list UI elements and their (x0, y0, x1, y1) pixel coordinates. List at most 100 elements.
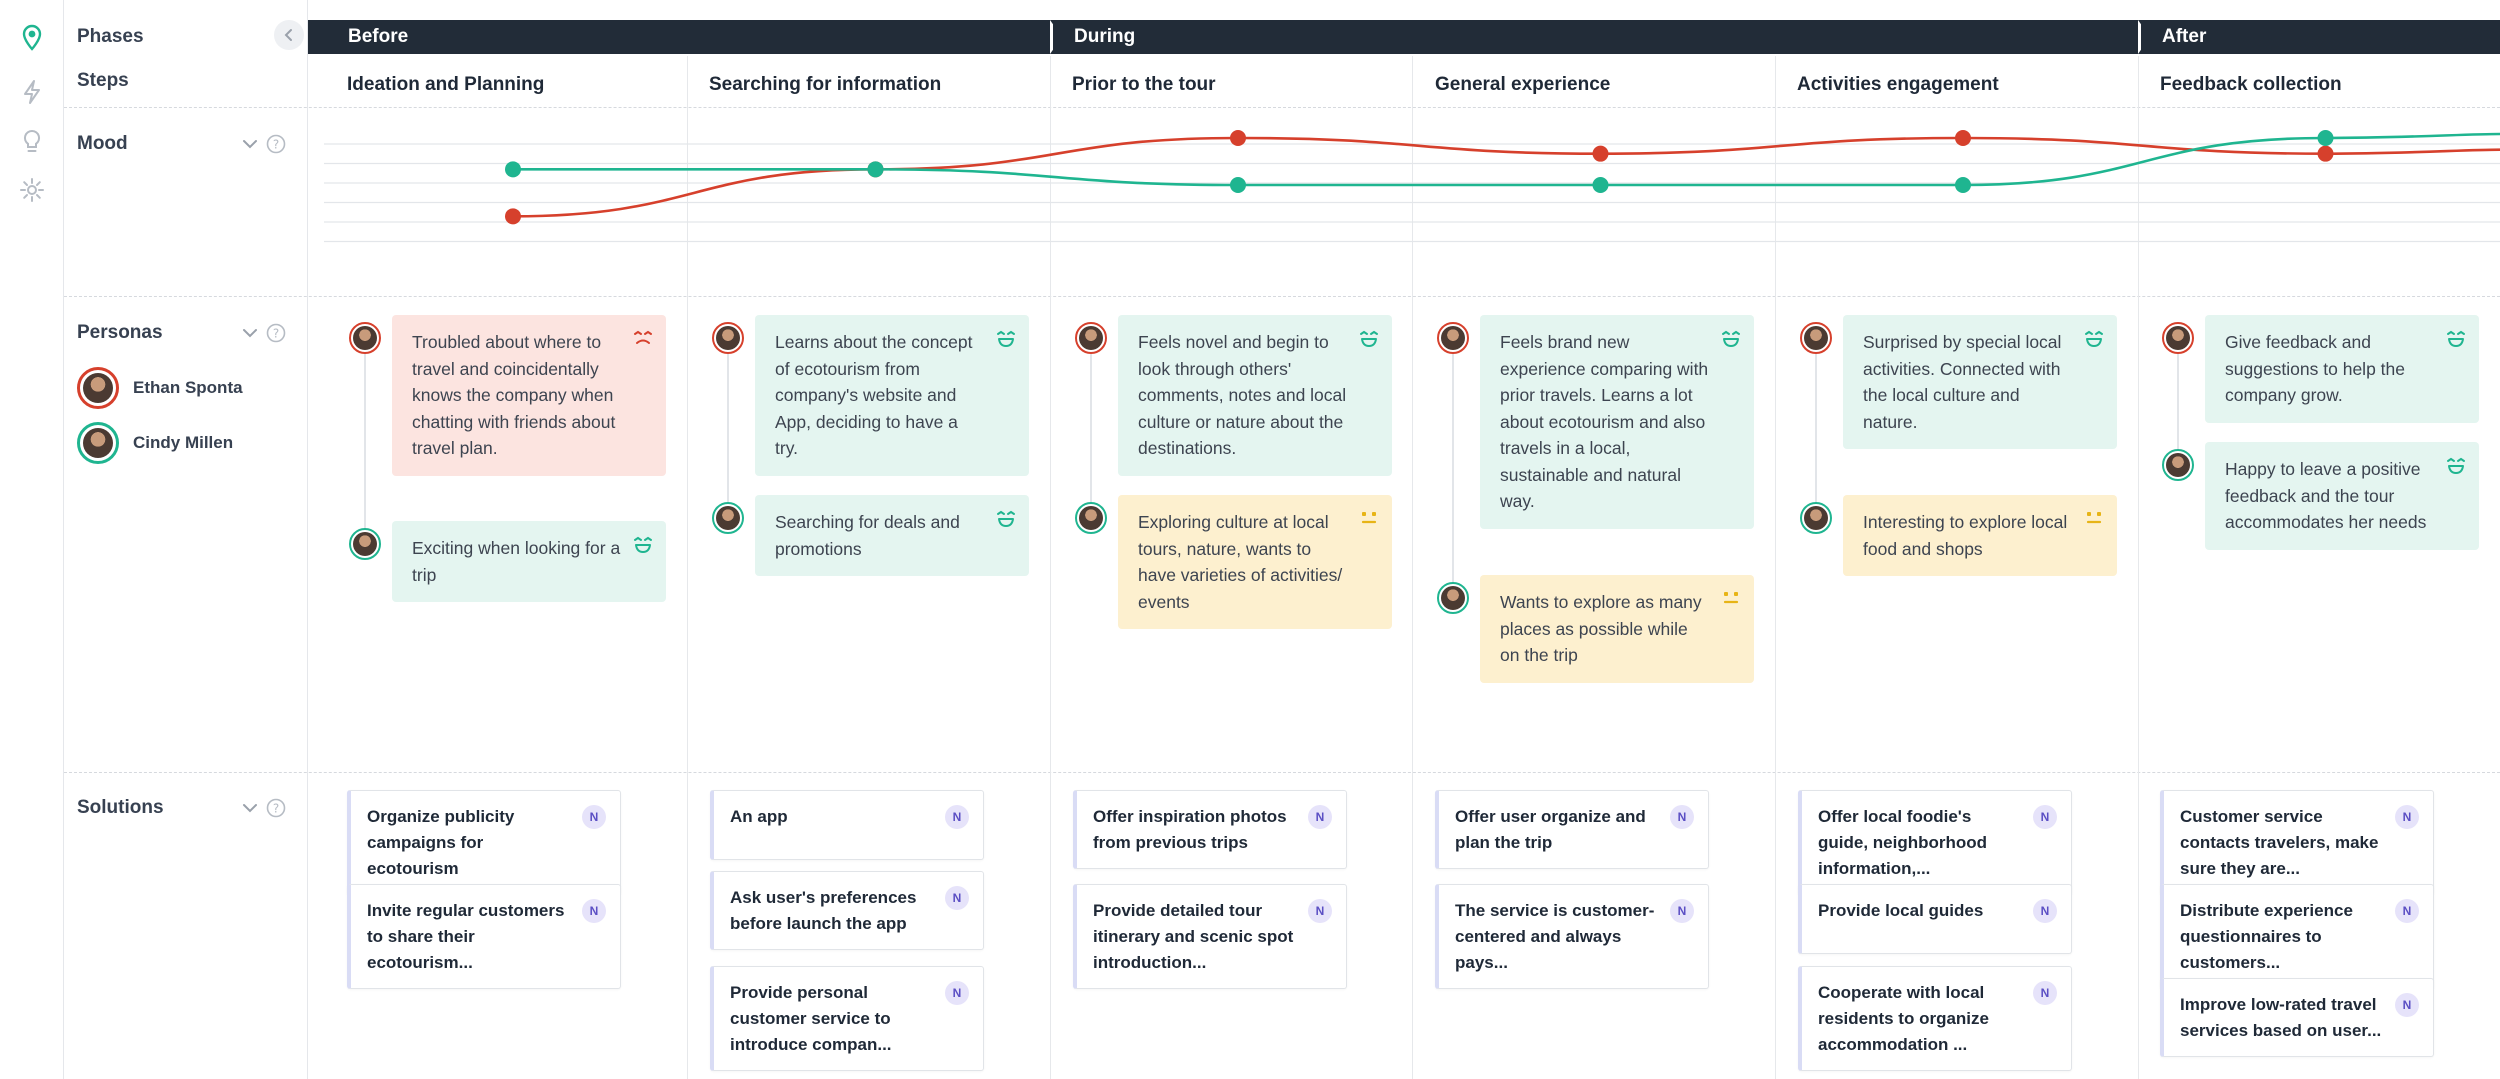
persona-connector (1452, 354, 1454, 582)
mood-points (505, 130, 2334, 225)
cindy-mood-point-3[interactable] (1230, 177, 1246, 193)
neutral-face-icon (1361, 512, 1377, 524)
cindy-mood-point-6[interactable] (2317, 130, 2334, 146)
avatar (1800, 502, 1832, 534)
solution-text: Distribute experience questionnaires to … (2180, 901, 2353, 972)
cindy-mood-point-4[interactable] (1592, 177, 1609, 193)
persona-card[interactable]: Give feedback and suggestions to help th… (2205, 315, 2479, 423)
ethan-mood-point-6[interactable] (2317, 145, 2334, 162)
persona-card[interactable]: Troubled about where to travel and coinc… (392, 315, 666, 476)
persona-card[interactable]: Feels brand new experience comparing wit… (1480, 315, 1754, 529)
ethan-mood-point-4[interactable] (1592, 145, 1609, 162)
note-badge[interactable]: N (2395, 805, 2419, 829)
happy-face-icon (634, 536, 652, 553)
solution-card[interactable]: Offer local foodie's guide, neighborhood… (1798, 790, 2072, 895)
persona-card[interactable]: Exciting when looking for a trip (392, 521, 666, 602)
solution-card[interactable]: The service is customer-centered and alw… (1435, 884, 1709, 989)
note-badge[interactable]: N (2033, 899, 2057, 923)
persona-card[interactable]: Surprised by special local activities. C… (1843, 315, 2117, 449)
step-general-experience[interactable]: General experience (1435, 74, 1611, 95)
note-badge[interactable]: N (2033, 805, 2057, 829)
svg-text:?: ? (273, 138, 279, 152)
solution-card[interactable]: Invite regular customers to share their … (347, 884, 621, 989)
solution-card[interactable]: Distribute experience questionnaires to … (2160, 884, 2434, 989)
sad-face-icon (634, 330, 652, 344)
solution-card[interactable]: Organize publicity campaigns for ecotour… (347, 790, 621, 895)
note-badge[interactable]: N (945, 886, 969, 910)
lightning-icon[interactable] (16, 76, 48, 108)
cindy-mood-point-5[interactable] (1955, 177, 1971, 193)
note-badge[interactable]: N (1670, 899, 1694, 923)
step-activities[interactable]: Activities engagement (1797, 74, 1999, 95)
solution-card[interactable]: Provide local guides N (1798, 884, 2072, 954)
cindy-mood-point-2[interactable] (867, 161, 884, 178)
note-badge[interactable]: N (1670, 805, 1694, 829)
step-prior-tour[interactable]: Prior to the tour (1072, 74, 1216, 95)
phase-before[interactable]: Before (348, 26, 409, 47)
help-icon[interactable]: ? (266, 323, 286, 343)
note-badge[interactable]: N (1308, 805, 1332, 829)
phase-separator (1053, 20, 1063, 54)
solution-card[interactable]: Provide detailed tour itinerary and scen… (1073, 884, 1347, 989)
persona-card[interactable]: Happy to leave a positive feedback and t… (2205, 442, 2479, 550)
solution-card[interactable]: Cooperate with local residents to organi… (1798, 966, 2072, 1071)
ethan-mood-point-3[interactable] (1230, 130, 1246, 146)
persona-card[interactable]: Wants to explore as many places as possi… (1480, 575, 1754, 683)
solution-card[interactable]: Provide personal customer service to int… (710, 966, 984, 1071)
chevron-down-icon[interactable] (242, 138, 258, 150)
settings-gear-icon[interactable] (16, 174, 48, 206)
chevron-down-icon[interactable] (242, 802, 258, 814)
solution-card[interactable]: Offer user organize and plan the trip N (1435, 790, 1709, 869)
phase-during[interactable]: During (1074, 26, 1136, 47)
note-badge[interactable]: N (2395, 993, 2419, 1017)
journey-pin-icon[interactable] (16, 22, 48, 54)
note-badge[interactable]: N (582, 899, 606, 923)
help-icon[interactable]: ? (266, 798, 286, 818)
avatar (2162, 449, 2194, 481)
solution-text: The service is customer-centered and alw… (1455, 901, 1655, 972)
note-badge[interactable]: N (582, 805, 606, 829)
persona-card[interactable]: Exploring culture at local tours, nature… (1118, 495, 1392, 629)
ethan-mood-point-1[interactable] (505, 208, 521, 225)
solution-text: Invite regular customers to share their … (367, 901, 565, 972)
step-ideation[interactable]: Ideation and Planning (347, 74, 545, 95)
solution-text: Ask user's preferences before launch the… (730, 888, 917, 933)
happy-face-icon (2447, 330, 2465, 347)
neutral-face-icon (1723, 592, 1739, 604)
phase-after[interactable]: After (2162, 26, 2207, 47)
avatar (1800, 322, 1832, 354)
cindy-mood-point-1[interactable] (505, 161, 521, 178)
mood-label: Mood (77, 133, 128, 154)
persona-card[interactable]: Searching for deals and promotions (755, 495, 1029, 576)
help-icon[interactable]: ? (266, 134, 286, 154)
solution-card[interactable]: Ask user's preferences before launch the… (710, 871, 984, 950)
solution-card[interactable]: Improve low-rated travel services based … (2160, 978, 2434, 1057)
happy-face-icon (1360, 330, 1378, 347)
solution-card[interactable]: An app N (710, 790, 984, 860)
note-badge[interactable]: N (2395, 899, 2419, 923)
happy-face-icon (2447, 457, 2465, 474)
ethan-mood-point-5[interactable] (1955, 130, 1971, 146)
lightbulb-icon[interactable] (16, 126, 48, 158)
step-searching[interactable]: Searching for information (709, 74, 942, 95)
note-badge[interactable]: N (2033, 981, 2057, 1005)
note-badge[interactable]: N (1308, 899, 1332, 923)
personas-controls: ? (242, 323, 286, 343)
note-badge[interactable]: N (945, 805, 969, 829)
persona-ethan[interactable]: Ethan Sponta (77, 367, 243, 409)
avatar (77, 367, 119, 409)
persona-card[interactable]: Interesting to explore local food and sh… (1843, 495, 2117, 576)
chevron-down-icon[interactable] (242, 327, 258, 339)
avatar (1437, 322, 1469, 354)
step-feedback[interactable]: Feedback collection (2160, 74, 2342, 95)
solution-card[interactable]: Offer inspiration photos from previous t… (1073, 790, 1347, 869)
collapse-sidebar-button[interactable] (274, 20, 304, 50)
persona-card[interactable]: Learns about the concept of ecotourism f… (755, 315, 1029, 476)
card-text: Feels brand new experience comparing wit… (1500, 332, 1709, 511)
persona-name: Ethan Sponta (133, 378, 243, 397)
persona-card[interactable]: Feels novel and begin to look through ot… (1118, 315, 1392, 476)
persona-cindy[interactable]: Cindy Millen (77, 422, 233, 464)
column-divider (687, 56, 688, 1079)
solution-card[interactable]: Customer service contacts travelers, mak… (2160, 790, 2434, 895)
note-badge[interactable]: N (945, 981, 969, 1005)
